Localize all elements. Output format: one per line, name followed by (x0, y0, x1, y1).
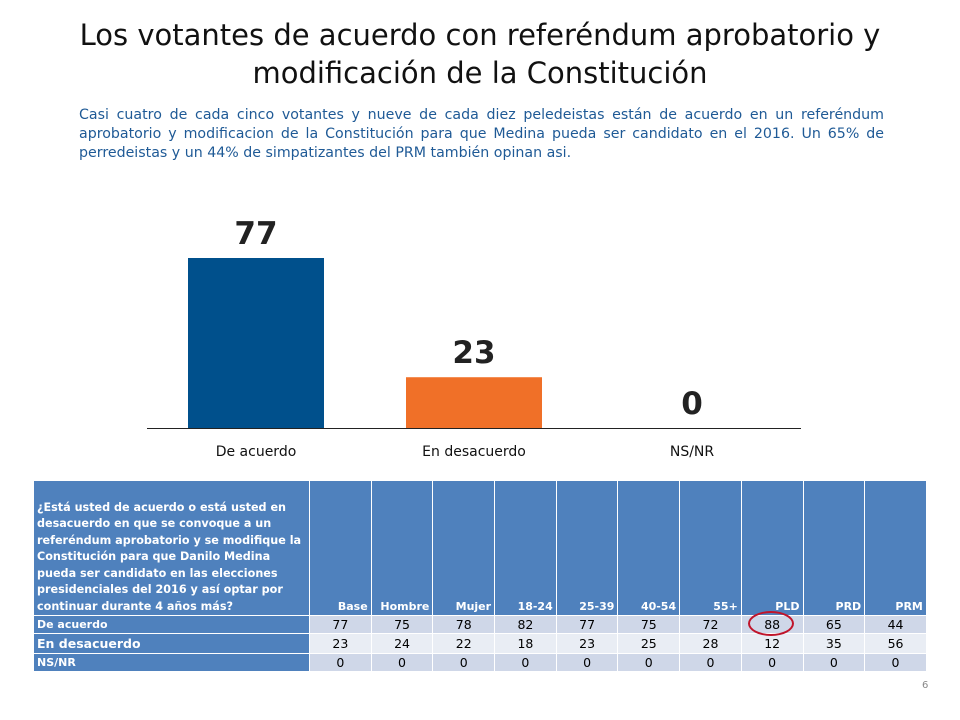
category-label-en-desacuerdo: En desacuerdo (422, 444, 526, 460)
table-body: De acuerdo 77 75 78 82 77 75 72 88 65 44 En desacue… (33, 615, 927, 672)
table-cell: 0 (432, 653, 496, 672)
column-header-prm: PRM (864, 480, 927, 616)
category-label-de-acuerdo: De acuerdo (216, 444, 297, 460)
bar-en-desacuerdo (406, 377, 542, 428)
column-header-hombre: Hombre (370, 480, 434, 616)
table-cell: 0 (740, 653, 804, 672)
category-label-ns-nr: NS/NR (670, 444, 715, 460)
row-label: En desacuerdo (33, 633, 310, 654)
table-row: En desacuerdo 23 24 22 18 23 25 28 12 35 56 (33, 633, 927, 654)
summary-text: Casi cuatro de cada cinco votantes y nue… (79, 107, 884, 161)
table-cell: 75 (617, 615, 681, 634)
column-header-prd: PRD (802, 480, 866, 616)
row-label: De acuerdo (33, 615, 310, 634)
table-cell: 12 (740, 633, 804, 654)
bar-chart: 77 De acuerdo 23 En desacuerdo 0 NS/NR (147, 216, 801, 460)
table-cell: 23 (555, 633, 619, 654)
table-cell: 0 (864, 653, 927, 672)
table-cell: 0 (494, 653, 557, 672)
column-header-40-54: 40-54 (617, 480, 681, 616)
bar-de-acuerdo (188, 258, 324, 428)
table-row: De acuerdo 77 75 78 82 77 75 72 88 65 44 (33, 615, 927, 634)
column-header-base: Base (309, 480, 372, 616)
data-label-en-desacuerdo: 23 (452, 335, 495, 371)
table-cell: 22 (432, 633, 496, 654)
table-cell: 0 (370, 653, 434, 672)
column-header-mujer: Mujer (432, 480, 496, 616)
table-cell: 35 (802, 633, 866, 654)
table-cell: 0 (309, 653, 372, 672)
table-cell: 0 (617, 653, 681, 672)
table-cell: 72 (679, 615, 742, 634)
table-cell: 77 (309, 615, 372, 634)
column-header-pld: PLD (740, 480, 804, 616)
table-cell: 18 (494, 633, 557, 654)
table-cell: 23 (309, 633, 372, 654)
table-row: NS/NR 0 0 0 0 0 0 0 0 0 0 (33, 653, 927, 672)
table-cell: 77 (555, 615, 619, 634)
table-cell: 56 (864, 633, 927, 654)
column-header-25-39: 25-39 (555, 480, 619, 616)
page-title: Los votantes de acuerdo con referéndum a… (79, 18, 881, 90)
data-label-ns-nr: 0 (681, 386, 703, 422)
table-cell: 88 (740, 615, 804, 634)
question-header: ¿Está usted de acuerdo o está usted en d… (33, 480, 310, 616)
table-cell: 28 (679, 633, 742, 654)
table-cell: 0 (802, 653, 866, 672)
page-number: 6 (922, 680, 929, 691)
table-cell: 44 (864, 615, 927, 634)
table-cell: 75 (370, 615, 434, 634)
table-cell: 25 (617, 633, 681, 654)
data-label-de-acuerdo: 77 (234, 216, 277, 252)
table-cell: 82 (494, 615, 557, 634)
crosstab-table: ¿Está usted de acuerdo o está usted en d… (33, 480, 927, 672)
table-cell: 24 (370, 633, 434, 654)
table-header-row: ¿Está usted de acuerdo o está usted en d… (33, 480, 927, 616)
table-cell: 65 (802, 615, 866, 634)
row-label: NS/NR (33, 653, 310, 672)
table-cell: 78 (432, 615, 496, 634)
column-header-55+: 55+ (679, 480, 742, 616)
table-cell: 0 (555, 653, 619, 672)
table-cell: 0 (679, 653, 742, 672)
column-header-18-24: 18-24 (494, 480, 557, 616)
